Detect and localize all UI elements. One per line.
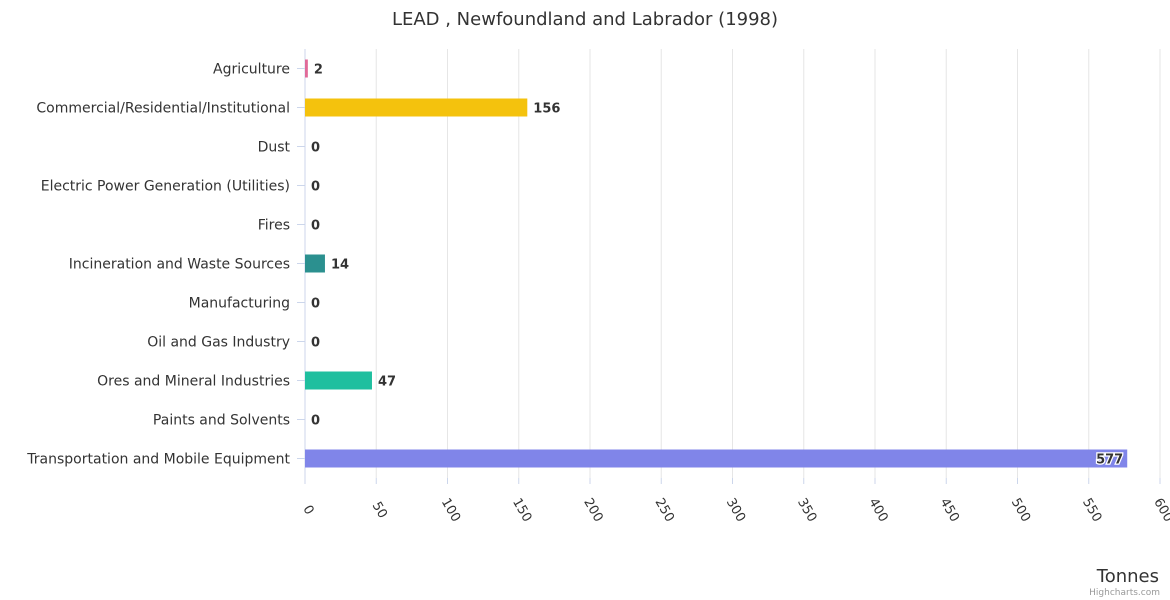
data-label: 0 bbox=[311, 219, 320, 234]
bar[interactable] bbox=[305, 449, 1128, 468]
data-label: 14 bbox=[331, 258, 349, 273]
bar[interactable] bbox=[305, 59, 308, 78]
category-label: Paints and Solvents bbox=[153, 413, 290, 429]
data-label: 47 bbox=[378, 375, 396, 390]
data-label: 0 bbox=[311, 180, 320, 195]
category-label: Oil and Gas Industry bbox=[147, 335, 290, 351]
category-label: Dust bbox=[258, 140, 291, 156]
bars bbox=[305, 59, 1128, 468]
data-labels: 2 156 0 0 0 14 0 0 47 0 577 bbox=[311, 63, 1124, 469]
data-label: 156 bbox=[533, 102, 560, 117]
category-label: Electric Power Generation (Utilities) bbox=[41, 179, 290, 195]
data-label: 0 bbox=[311, 297, 320, 312]
value-axis-title: Tonnes bbox=[1096, 566, 1159, 587]
category-label: Transportation and Mobile Equipment bbox=[26, 452, 290, 468]
category-label: Commercial/Residential/Institutional bbox=[36, 101, 290, 117]
value-axis-tick-label: 50 bbox=[369, 499, 390, 521]
data-label: 0 bbox=[311, 141, 320, 156]
category-label: Ores and Mineral Industries bbox=[97, 374, 290, 390]
bar[interactable] bbox=[305, 254, 325, 273]
category-label: Agriculture bbox=[213, 62, 290, 78]
gridlines bbox=[304, 49, 1161, 478]
bar[interactable] bbox=[305, 371, 372, 390]
data-label: 0 bbox=[311, 336, 320, 351]
chart-title: LEAD , Newfoundland and Labrador (1998) bbox=[392, 9, 778, 30]
data-label: 0 bbox=[311, 414, 320, 429]
category-labels: Agriculture Commercial/Residential/Instit… bbox=[26, 62, 305, 468]
data-label: 2 bbox=[314, 63, 323, 78]
bar[interactable] bbox=[305, 98, 528, 117]
category-label: Incineration and Waste Sources bbox=[69, 257, 290, 273]
category-label: Manufacturing bbox=[189, 296, 290, 312]
category-label: Fires bbox=[258, 218, 290, 234]
data-label: 577 bbox=[1096, 453, 1123, 468]
credits-link[interactable]: Highcharts.com bbox=[1089, 588, 1160, 598]
